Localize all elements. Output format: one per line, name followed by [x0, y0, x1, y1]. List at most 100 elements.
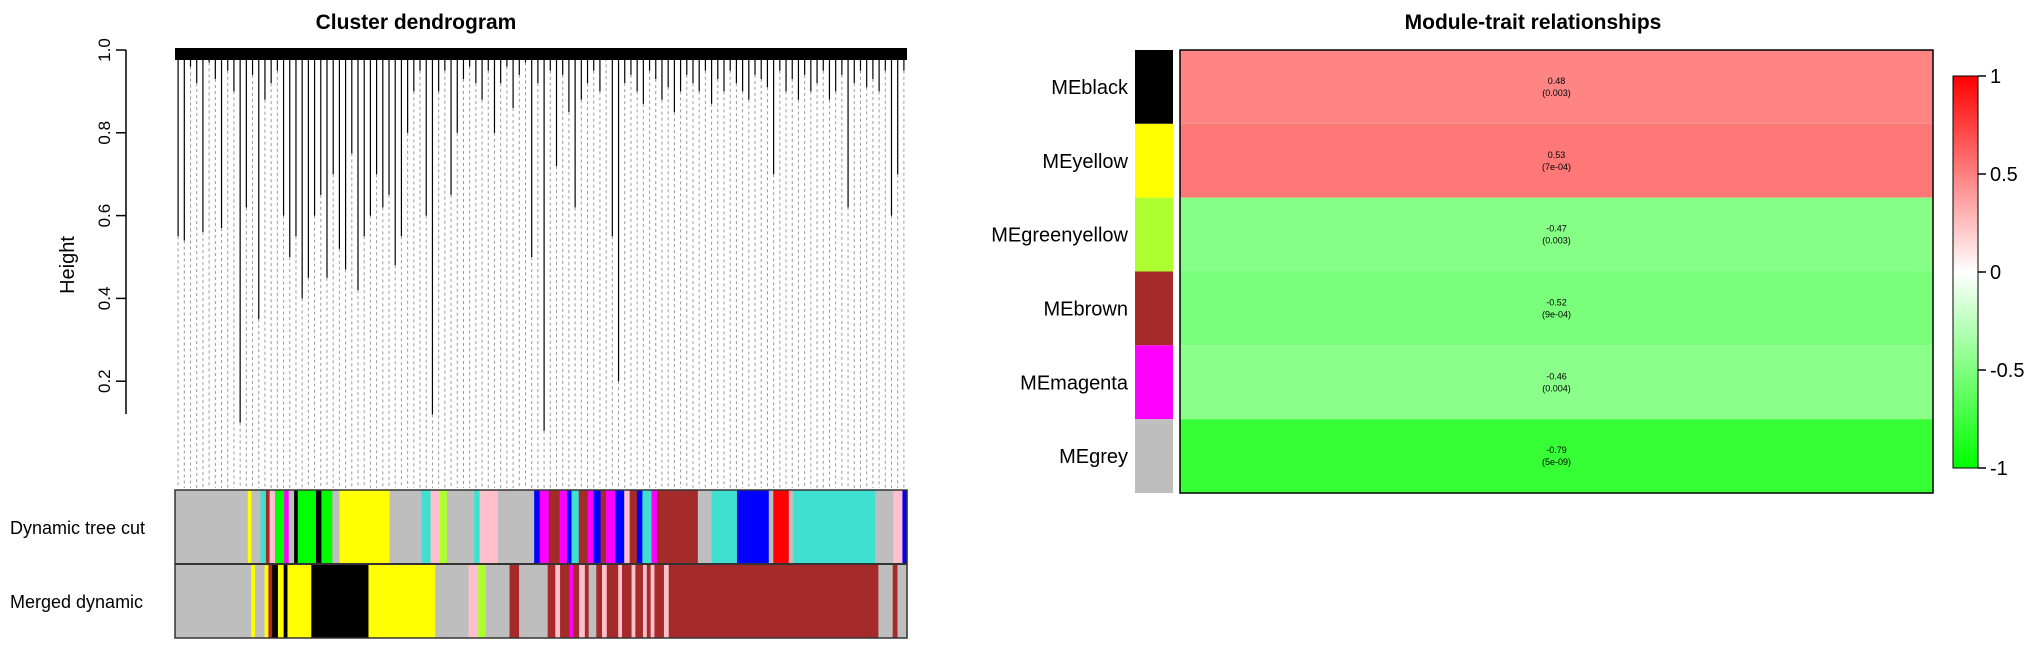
module-color-segment: [175, 490, 249, 564]
module-color-segment: [736, 490, 770, 564]
correlation-value-label: 0.48: [1548, 76, 1566, 86]
module-color-segment: [606, 564, 619, 638]
module-color-segment: [878, 564, 894, 638]
module-color-segment: [635, 564, 644, 638]
module-color-segment: [642, 490, 653, 564]
module-color-segment: [389, 490, 423, 564]
module-color-segment: [421, 490, 432, 564]
merged-dynamic-bar: [175, 564, 908, 638]
module-color-segment: [711, 490, 738, 564]
module-color-segment: [893, 490, 904, 564]
module-color-segment: [615, 490, 625, 564]
module-color-segment: [534, 490, 541, 564]
module-color-segment: [275, 490, 285, 564]
module-color-segment: [624, 490, 631, 564]
module-color-segment: [697, 490, 713, 564]
correlation-value-label: -0.52: [1546, 297, 1567, 307]
module-color-segment: [430, 490, 441, 564]
module-color-segment: [773, 490, 790, 564]
module-color-segment: [578, 490, 589, 564]
module-color-segment: [650, 564, 656, 638]
module-row-label: MEgrey: [1059, 446, 1128, 468]
scale-tick-label: -1: [1990, 458, 2008, 480]
module-color-swatch: [1135, 50, 1173, 124]
module-row-label: MEblack: [1051, 77, 1129, 99]
p-value-label: (7e-04): [1542, 162, 1571, 172]
scale-tick-label: 1: [1990, 66, 2001, 88]
module-color-segment: [339, 490, 391, 564]
module-color-segment: [288, 490, 295, 564]
module-color-segment: [297, 490, 317, 564]
p-value-label: (0.003): [1542, 236, 1571, 246]
heatmap-frame: [1179, 49, 1934, 494]
module-color-segment: [768, 490, 774, 564]
module-color-segment: [593, 490, 602, 564]
module-color-segment: [547, 564, 556, 638]
module-color-segment: [629, 490, 638, 564]
module-color-segment: [294, 490, 299, 564]
module-color-segment: [446, 490, 475, 564]
module-color-segment: [247, 490, 252, 564]
dendrogram-leaf-guides: [177, 58, 905, 488]
module-color-segment: [897, 564, 908, 638]
module-color-swatch: [1135, 197, 1173, 272]
module-color-segment: [175, 564, 252, 638]
module-color-segment: [315, 490, 322, 564]
correlation-value-label: -0.79: [1546, 445, 1567, 455]
heatmap-rows: MEblack 0.48 (0.003) MEyellow 0.53 (7e-04) MEg…: [991, 50, 1933, 493]
module-color-segment: [622, 564, 633, 638]
module-color-segment: [600, 490, 607, 564]
module-color-segment: [606, 490, 616, 564]
module-color-segment: [435, 564, 470, 638]
module-color-segment: [555, 564, 561, 638]
module-color-segment: [519, 564, 549, 638]
y-tick-label: 1.0: [95, 38, 114, 62]
module-color-swatch: [1135, 271, 1173, 346]
module-color-segment: [283, 564, 289, 638]
module-color-segment: [596, 564, 603, 638]
correlation-value-label: -0.46: [1546, 371, 1567, 381]
module-color-segment: [311, 564, 370, 638]
module-color-segment: [264, 564, 270, 638]
module-color-segment: [277, 564, 285, 638]
module-color-segment: [539, 490, 550, 564]
color-scale-bar: [1952, 75, 1979, 469]
dendrogram-y-ticks: 0.2 0.4 0.6 0.8 1.0: [95, 38, 126, 393]
heatmap-cell: [1180, 271, 1933, 346]
module-color-segment: [478, 564, 487, 638]
module-color-swatch: [1135, 345, 1173, 420]
module-color-segment: [569, 564, 575, 638]
y-tick-label: 0.2: [95, 369, 114, 393]
module-color-segment: [479, 490, 499, 564]
module-color-segment: [284, 490, 290, 564]
module-color-segment: [571, 490, 580, 564]
module-color-segment: [255, 564, 266, 638]
module-color-segment: [509, 564, 520, 638]
module-color-segment: [548, 490, 561, 564]
dendrogram-y-axis-label: Height: [57, 236, 79, 294]
module-color-segment: [636, 490, 643, 564]
p-value-label: (9e-04): [1542, 309, 1571, 319]
module-color-segment: [631, 564, 636, 638]
scale-tick-label: -0.5: [1990, 360, 2024, 382]
module-color-segment: [588, 564, 597, 638]
module-color-swatch: [1135, 123, 1173, 198]
module-color-segment: [485, 564, 511, 638]
module-color-segment: [439, 490, 448, 564]
module-color-segment: [573, 564, 580, 638]
module-color-segment: [251, 490, 262, 564]
module-row-label: MEyellow: [1042, 151, 1128, 173]
p-value-label: (5e-09): [1542, 457, 1571, 467]
dynamic-tree-cut-label: Dynamic tree cut: [10, 518, 145, 538]
module-color-segment: [579, 564, 586, 638]
module-color-segment: [559, 490, 568, 564]
module-color-segment: [474, 490, 481, 564]
module-color-segment: [566, 490, 573, 564]
module-color-segment: [618, 564, 623, 638]
color-scale-legend: 1 0.5 0 -0.5 -1: [1952, 66, 2024, 480]
module-color-swatch: [1135, 419, 1173, 493]
module-row-label: MEmagenta: [1020, 372, 1129, 394]
module-color-segment: [654, 564, 665, 638]
module-color-segment: [875, 490, 894, 564]
